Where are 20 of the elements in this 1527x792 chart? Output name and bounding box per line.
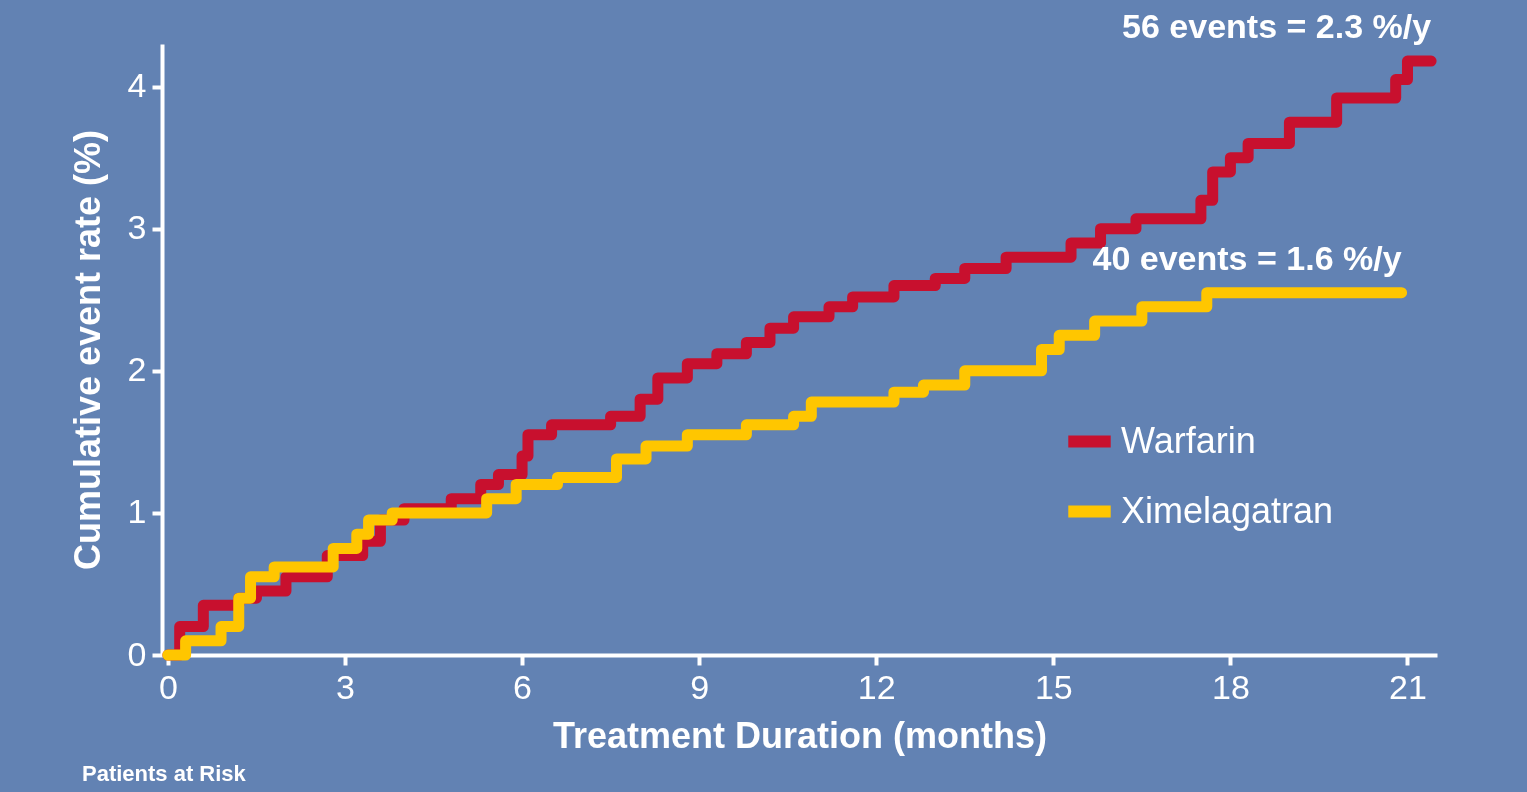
x-tick-label: 18 [1211,667,1250,706]
annotation: 40 events = 1.6 %/y [1092,238,1402,277]
x-tick-label: 21 [1389,667,1427,706]
y-tick-label: 2 [127,350,147,389]
x-axis-title: Treatment Duration (months) [552,714,1048,756]
x-tick-label: 3 [336,667,355,706]
y-axis-title: Cumulative event rate (%) [66,129,108,571]
y-tick-label: 1 [127,492,147,531]
x-tick-label: 0 [158,667,178,706]
x-tick-label: 15 [1034,667,1073,706]
y-tick-label: 4 [127,66,147,105]
legend-label: Warfarin [1121,419,1256,461]
annotation: 56 events = 2.3 %/y [1122,7,1432,46]
y-tick-label: 3 [127,208,147,247]
y-tick-label: 0 [127,634,147,673]
x-tick-label: 12 [857,667,896,706]
legend-label: Ximelagatran [1121,489,1334,531]
x-tick-label: 6 [513,667,533,706]
x-tick-label: 9 [690,667,710,706]
text: Patients at Risk [82,761,247,786]
